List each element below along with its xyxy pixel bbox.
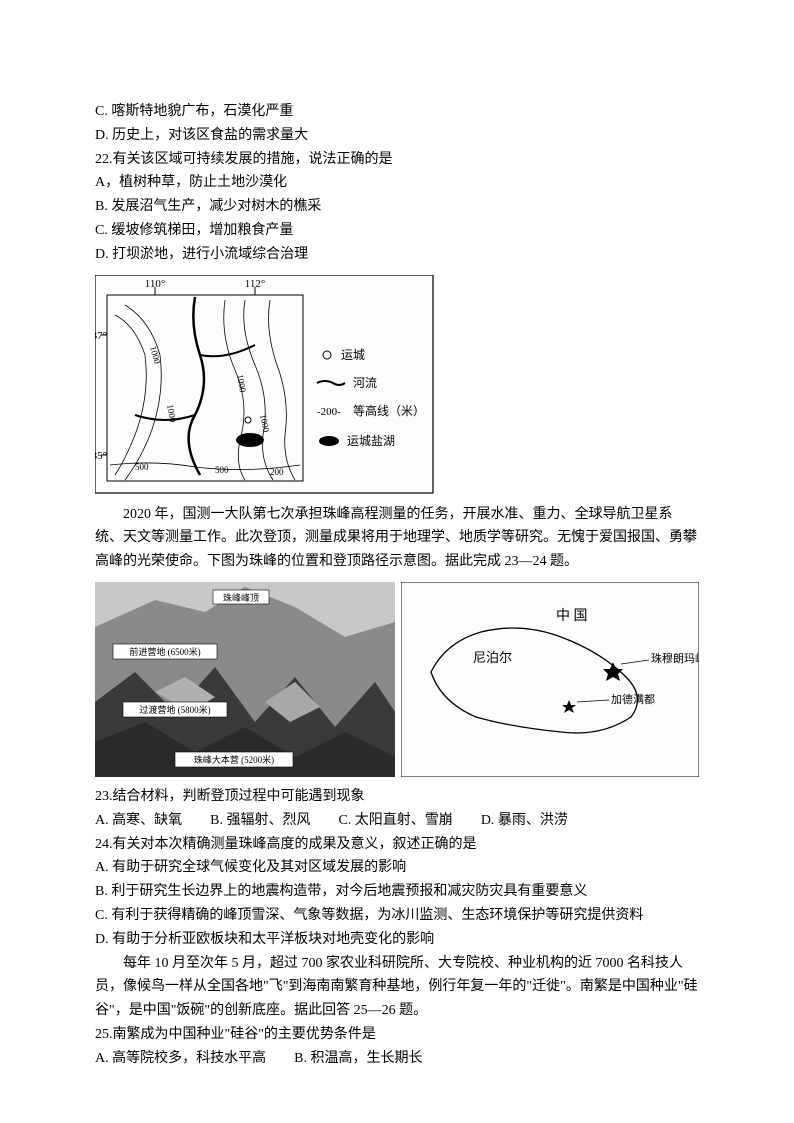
contour-map-figure: 110° 112° 37° 35° 1000 1000 500 1000 100… [95, 275, 699, 495]
legend-city: 运城 [341, 348, 365, 362]
nepal-map: 中 国 尼泊尔 珠穆朗玛峰 加德满都 [401, 582, 699, 777]
option-d: D. 历史上，对该区食盐的需求量大 [95, 124, 699, 148]
legend-contour-num: -200- [317, 406, 341, 418]
svg-text:500: 500 [215, 465, 229, 475]
legend-river: 河流 [353, 376, 377, 390]
question-25: 25.南繁成为中国种业"硅谷"的主要优势条件是 [95, 1023, 699, 1047]
passage-3: 每年 10 月至次年 5 月，超过 700 家农业科研院所、大专院校、种业机构的… [95, 952, 699, 1023]
svg-text:200: 200 [270, 467, 284, 477]
china-label: 中 国 [556, 608, 588, 624]
lat-label: 37° [95, 330, 107, 342]
option-c: C. 太阳直射、雪崩 [338, 809, 452, 833]
option-b: B. 强辐射、烈风 [210, 809, 310, 833]
kathmandu-label: 加德满都 [611, 692, 655, 706]
question-23: 23.结合材料，判断登顶过程中可能遇到现象 [95, 785, 699, 809]
option-d: D. 有助于分析亚欧板块和太平洋板块对地壳变化的影响 [95, 928, 699, 952]
everest-label: 珠穆朗玛峰 [651, 651, 699, 665]
everest-photo: 珠峰峰顶 前进营地 (6500米) 过渡营地 (5800米) 珠峰大本营 (52… [95, 582, 395, 777]
option-a: A. 高寒、缺氧 [95, 809, 182, 833]
lat-label: 35° [95, 450, 107, 462]
option-a: A，植树种草，防止土地沙漠化 [95, 171, 699, 195]
option-c: C. 喀斯特地貌广布，石漠化严重 [95, 100, 699, 124]
option-d: D. 暴雨、洪涝 [481, 809, 568, 833]
legend-salt-lake: 运城盐湖 [347, 433, 395, 448]
nepal-label: 尼泊尔 [473, 650, 512, 665]
legend-contour: 等高线（米） [353, 403, 425, 418]
q25-options: A. 高等院校多，科技水平高 B. 积温高，生长期长 [95, 1047, 699, 1071]
question-22: 22.有关该区域可持续发展的措施，说法正确的是 [95, 148, 699, 172]
option-c: C. 有利于获得精确的峰顶雪深、气象等数据，为冰川监测、生态环境保护等研究提供资… [95, 904, 699, 928]
svg-text:珠峰大本营 (5200米): 珠峰大本营 (5200米) [194, 754, 274, 765]
lon-label: 110° [145, 278, 166, 290]
svg-text:珠峰峰顶: 珠峰峰顶 [223, 592, 259, 603]
option-a: A. 高等院校多，科技水平高 [95, 1047, 266, 1071]
everest-figure-group: 珠峰峰顶 前进营地 (6500米) 过渡营地 (5800米) 珠峰大本营 (52… [95, 582, 699, 777]
lon-label: 112° [245, 278, 266, 290]
option-b: B. 积温高，生长期长 [294, 1047, 422, 1071]
option-d: D. 打坝淤地，进行小流域综合治理 [95, 243, 699, 267]
option-c: C. 缓坡修筑梯田，增加粮食产量 [95, 219, 699, 243]
svg-text:500: 500 [135, 462, 149, 472]
document-body: C. 喀斯特地貌广布，石漠化严重 D. 历史上，对该区食盐的需求量大 22.有关… [95, 100, 699, 1071]
passage-2: 2020 年，国测一大队第七次承担珠峰高程测量的任务，开展水准、重力、全球导航卫… [95, 503, 699, 574]
q23-options: A. 高寒、缺氧 B. 强辐射、烈风 C. 太阳直射、雪崩 D. 暴雨、洪涝 [95, 809, 699, 833]
svg-text:前进营地 (6500米): 前进营地 (6500米) [129, 646, 200, 657]
option-b: B. 发展沼气生产，减少对树木的樵采 [95, 195, 699, 219]
question-24: 24.有关对本次精确测量珠峰高度的成果及意义，叙述正确的是 [95, 833, 699, 857]
option-a: A. 有助于研究全球气候变化及其对区域发展的影响 [95, 856, 699, 880]
svg-text:过渡营地 (5800米): 过渡营地 (5800米) [139, 704, 210, 715]
option-b: B. 利于研究生长边界上的地震构造带，对今后地震预报和减灾防灾具有重要意义 [95, 880, 699, 904]
